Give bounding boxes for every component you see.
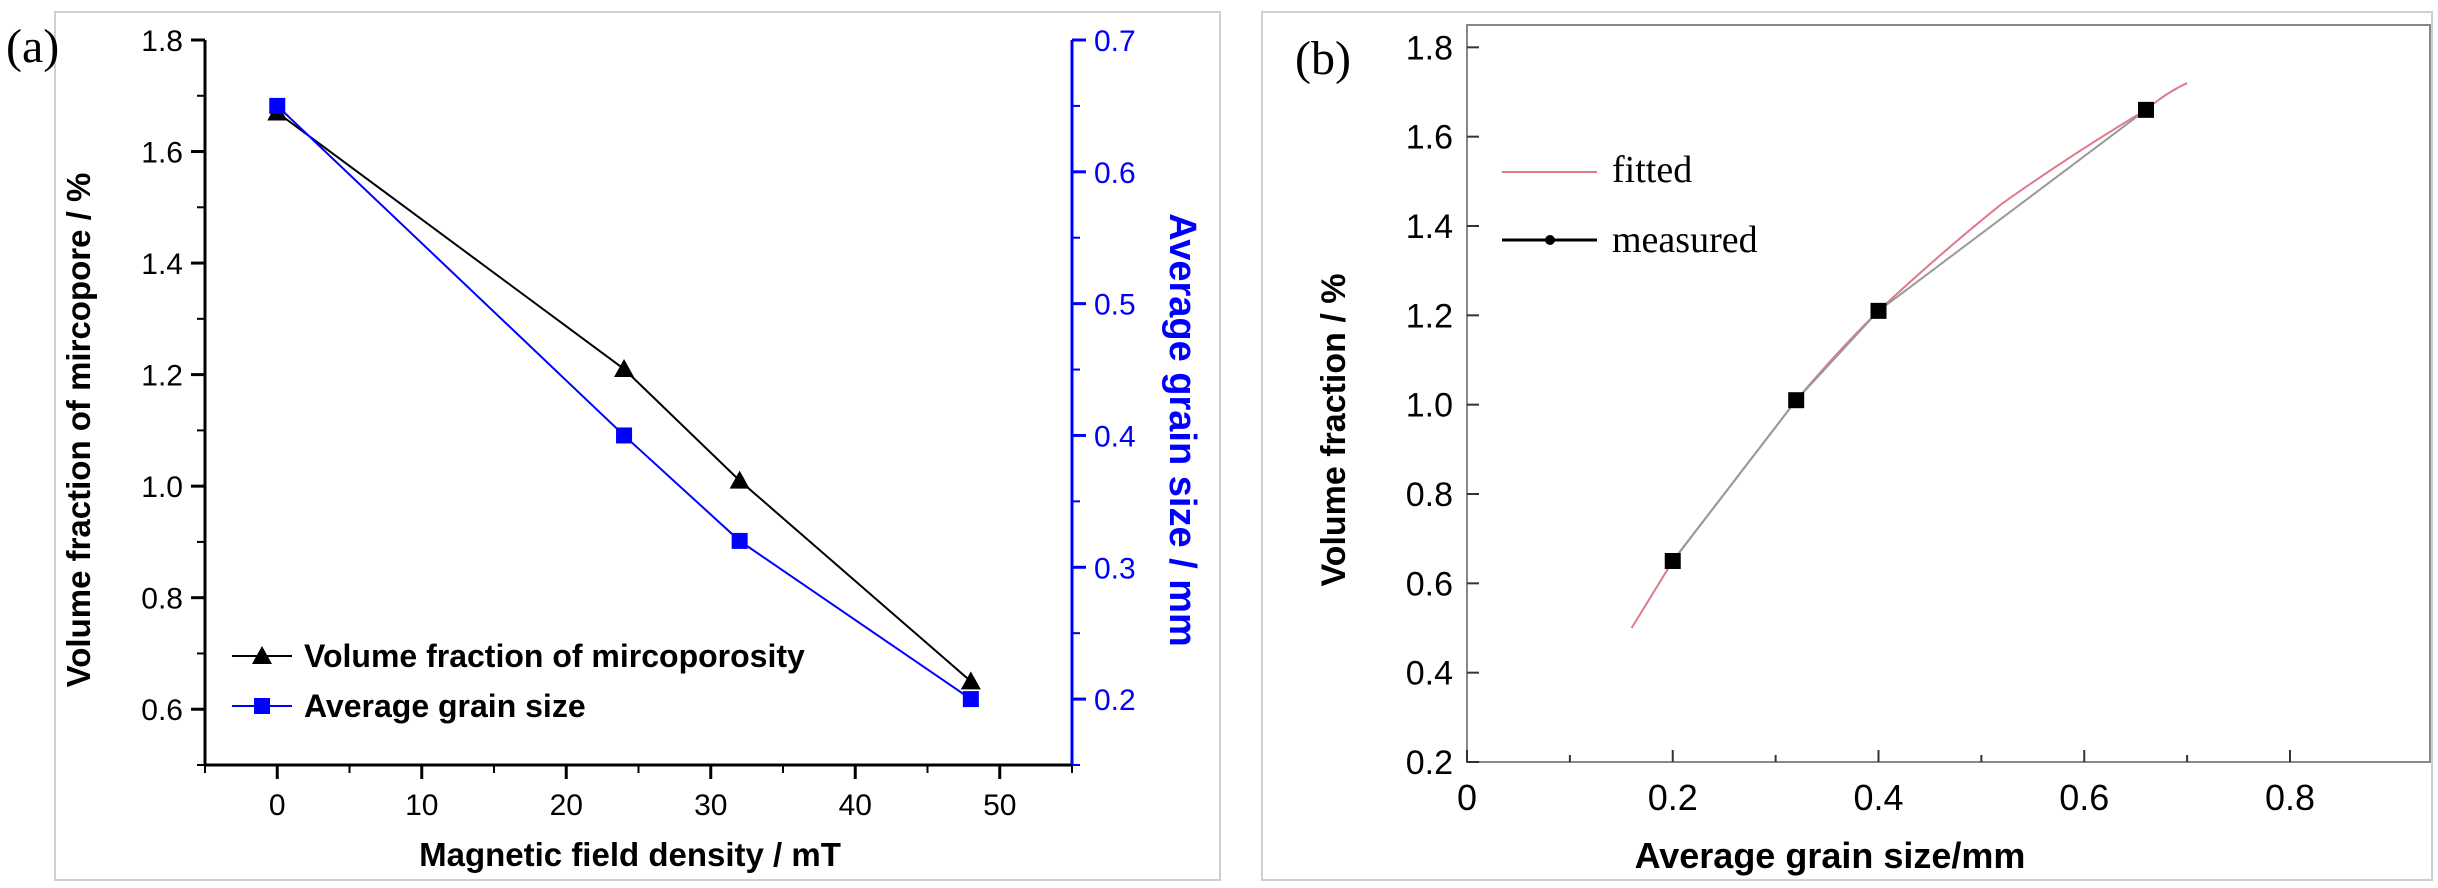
a-y-tick-label: 1.0 (141, 471, 183, 504)
a-point-triangle (729, 470, 750, 489)
b-y-tick-label: 1.6 (1406, 119, 1453, 157)
a-y-tick-label: 0.8 (141, 583, 183, 616)
b-y-tick-label: 1.8 (1406, 29, 1453, 67)
a-x-tick-label: 20 (550, 789, 583, 822)
a-point-triangle (960, 671, 981, 690)
a-x-tick-label: 0 (269, 789, 286, 822)
panel-a-label: (a) (6, 20, 59, 73)
b-measured-point (1870, 302, 1887, 319)
a-y-tick-label: 1.4 (141, 248, 183, 281)
b-y-tick-label: 1.2 (1406, 297, 1453, 335)
a-series-line-0 (276, 111, 972, 683)
a-legend-label: Volume fraction of mircoporosity (304, 638, 805, 674)
a-legend-label: Average grain size (304, 688, 586, 724)
b-plot-frame (1466, 24, 2431, 763)
a-x-tick-label: 50 (983, 789, 1016, 822)
plots: 0 10 20 30 40 50 0.6 0.8 1.0 1.2 1.4 1.6 1.8 0.2 0.3 0.… (141, 24, 2431, 822)
b-y-tick-label: 0.6 (1406, 565, 1453, 603)
a-legend-marker-square (254, 698, 270, 714)
a-legend-marker-triangle (252, 646, 272, 664)
a-y-tick-label: 1.8 (141, 25, 183, 58)
panel-a-ylabel: Volume fraction of mircopore / % (60, 173, 97, 688)
a-point-square (731, 532, 748, 549)
b-x-tick-label: 0.2 (1648, 777, 1698, 818)
b-measured-point (1664, 553, 1681, 569)
b-y-tick-label: 0.8 (1406, 476, 1453, 514)
panel-b-ylabel: Volume fraction / % (1315, 274, 1353, 587)
a-y-right-tick-label: 0.7 (1094, 25, 1136, 58)
b-measured-point (1788, 392, 1805, 409)
b-measured-point (2137, 101, 2154, 118)
panel-a-ylabel-right: Average grain size / mm (1161, 213, 1203, 647)
a-y-right-tick-label: 0.2 (1094, 684, 1136, 717)
b-x-tick-label: 0.8 (2265, 777, 2315, 818)
b-legend-measured-marker (1545, 235, 1555, 245)
a-x-tick-label: 40 (839, 789, 872, 822)
a-y-right-tick-label: 0.4 (1094, 420, 1136, 453)
a-point-triangle (614, 359, 635, 378)
a-point-square (269, 97, 286, 114)
b-x-tick-label: 0 (1457, 777, 1477, 818)
panel-b-xlabel: Average grain size/mm (1635, 835, 2026, 876)
a-y-right-tick-label: 0.6 (1094, 157, 1136, 190)
b-legend-measured-label: measured (1612, 219, 1758, 261)
b-y-tick-label: 1.4 (1406, 208, 1453, 246)
b-y-tick-label: 0.4 (1406, 655, 1453, 693)
b-x-tick-label: 0.4 (1853, 777, 1903, 818)
a-y-tick-label: 0.6 (141, 694, 183, 727)
panel-b-label: (b) (1295, 32, 1351, 85)
a-y-right-tick-label: 0.3 (1094, 552, 1136, 585)
b-x-tick-label: 0.6 (2059, 777, 2109, 818)
b-y-tick-label: 0.2 (1406, 744, 1453, 782)
a-y-right-tick-label: 0.5 (1094, 289, 1136, 322)
a-x-tick-label: 30 (694, 789, 727, 822)
b-legend-fitted-label: fitted (1612, 149, 1692, 191)
b-measured-line (1671, 109, 2147, 562)
panel-b-frame (1261, 11, 2433, 881)
a-y-tick-label: 1.2 (141, 360, 183, 393)
panel-a-frame (54, 11, 1221, 881)
b-y-tick-label: 1.0 (1406, 387, 1453, 425)
a-point-square (616, 427, 633, 444)
a-point-square (962, 691, 979, 708)
a-series-line-1 (276, 105, 972, 700)
a-x-tick-label: 10 (405, 789, 438, 822)
b-fitted-curve (1630, 82, 2188, 629)
panel-a-xlabel: Magnetic field density / mT (419, 836, 841, 873)
a-y-tick-label: 1.6 (141, 137, 183, 170)
